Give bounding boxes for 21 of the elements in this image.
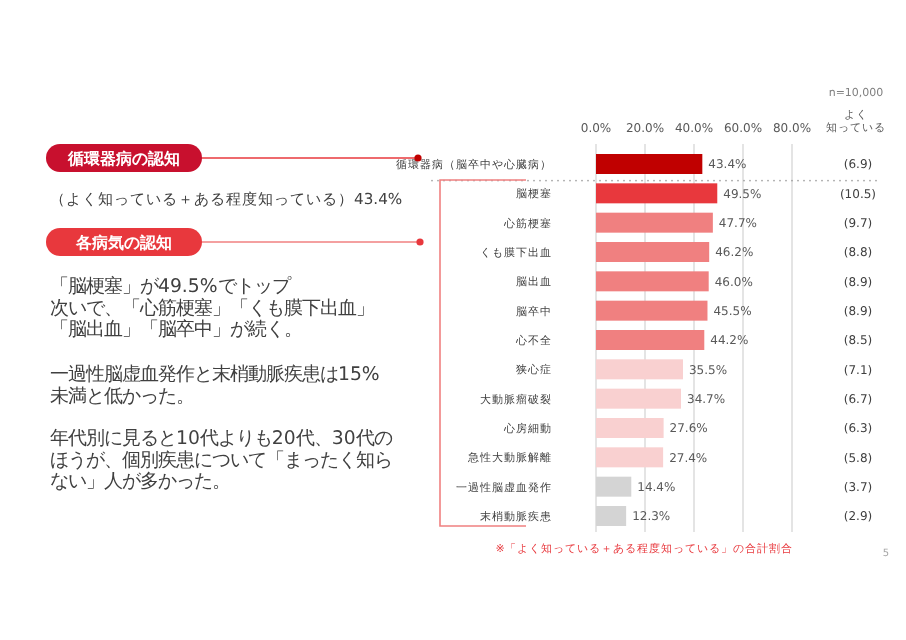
bar xyxy=(596,359,683,380)
text: 各病気の認知 xyxy=(74,234,172,252)
bar xyxy=(596,300,708,321)
text: 「脳梗塞」が49.5%でトップ xyxy=(50,276,292,298)
text: 未満と低かった。 xyxy=(50,385,194,408)
bar xyxy=(596,154,703,174)
bar xyxy=(596,212,713,233)
text: 年代別に見ると10代よりも20代、30代の xyxy=(50,428,392,450)
text: 循環器病の認知 xyxy=(66,150,180,168)
text: 一過性脳虚血発作と末梢動脈疾患は15% xyxy=(50,364,380,386)
bar xyxy=(596,183,718,204)
bar xyxy=(596,388,682,409)
bar xyxy=(596,330,705,350)
text: 「脳出血」「脳卒中」が続く。 xyxy=(50,319,302,342)
bar xyxy=(596,418,664,438)
bar xyxy=(596,242,710,262)
bar xyxy=(596,271,709,292)
text: ほうが、個別疾患について「まったく知ら xyxy=(50,449,392,472)
text: 次いで、「心筋梗塞」「くも膜下出血」 xyxy=(50,297,374,320)
text: ない」人が多かった。 xyxy=(50,471,230,494)
bar xyxy=(596,447,664,468)
